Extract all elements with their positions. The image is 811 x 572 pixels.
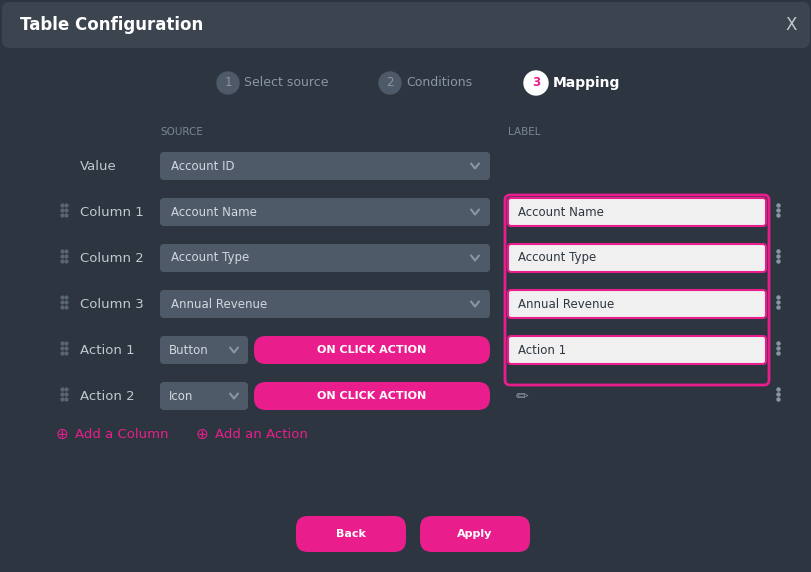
FancyBboxPatch shape <box>508 198 765 226</box>
FancyBboxPatch shape <box>254 382 489 410</box>
Text: Annual Revenue: Annual Revenue <box>171 297 267 311</box>
Text: ON CLICK ACTION: ON CLICK ACTION <box>317 391 426 401</box>
Text: Table Configuration: Table Configuration <box>20 16 203 34</box>
Text: 1: 1 <box>224 77 231 89</box>
Text: Action 1: Action 1 <box>80 344 135 356</box>
FancyBboxPatch shape <box>160 198 489 226</box>
Text: Column 3: Column 3 <box>80 297 144 311</box>
Text: 2: 2 <box>386 77 393 89</box>
Text: Mapping: Mapping <box>552 76 620 90</box>
Text: 3: 3 <box>531 77 539 89</box>
Text: Select source: Select source <box>243 77 328 89</box>
Text: ⊕: ⊕ <box>56 427 68 442</box>
FancyBboxPatch shape <box>2 2 809 48</box>
FancyBboxPatch shape <box>160 336 247 364</box>
Text: Add an Action: Add an Action <box>215 427 307 440</box>
Text: Column 2: Column 2 <box>80 252 144 264</box>
Text: Value: Value <box>80 160 117 173</box>
Text: Account Name: Account Name <box>517 205 603 219</box>
FancyBboxPatch shape <box>508 290 765 318</box>
FancyBboxPatch shape <box>254 336 489 364</box>
Text: SOURCE: SOURCE <box>160 127 203 137</box>
Text: ✏: ✏ <box>515 388 528 403</box>
Text: Column 1: Column 1 <box>80 205 144 219</box>
Text: Account Type: Account Type <box>171 252 249 264</box>
FancyBboxPatch shape <box>160 152 489 180</box>
Text: LABEL: LABEL <box>508 127 540 137</box>
FancyBboxPatch shape <box>160 244 489 272</box>
Text: Button: Button <box>169 344 208 356</box>
FancyBboxPatch shape <box>508 244 765 272</box>
Text: Account Name: Account Name <box>171 205 256 219</box>
Text: X: X <box>784 16 796 34</box>
Text: ⊕: ⊕ <box>195 427 208 442</box>
Text: Icon: Icon <box>169 390 193 403</box>
FancyBboxPatch shape <box>419 516 530 552</box>
Text: ON CLICK ACTION: ON CLICK ACTION <box>317 345 426 355</box>
Text: Action 2: Action 2 <box>80 390 135 403</box>
Circle shape <box>379 72 401 94</box>
Circle shape <box>217 72 238 94</box>
Text: Back: Back <box>336 529 366 539</box>
Text: Annual Revenue: Annual Revenue <box>517 297 613 311</box>
Text: Conditions: Conditions <box>406 77 471 89</box>
FancyBboxPatch shape <box>160 290 489 318</box>
FancyBboxPatch shape <box>296 516 406 552</box>
Text: Apply: Apply <box>457 529 492 539</box>
FancyBboxPatch shape <box>508 336 765 364</box>
FancyBboxPatch shape <box>160 382 247 410</box>
Circle shape <box>523 71 547 95</box>
Text: Action 1: Action 1 <box>517 344 565 356</box>
Text: Account ID: Account ID <box>171 160 234 173</box>
Text: Account Type: Account Type <box>517 252 595 264</box>
Text: Add a Column: Add a Column <box>75 427 169 440</box>
